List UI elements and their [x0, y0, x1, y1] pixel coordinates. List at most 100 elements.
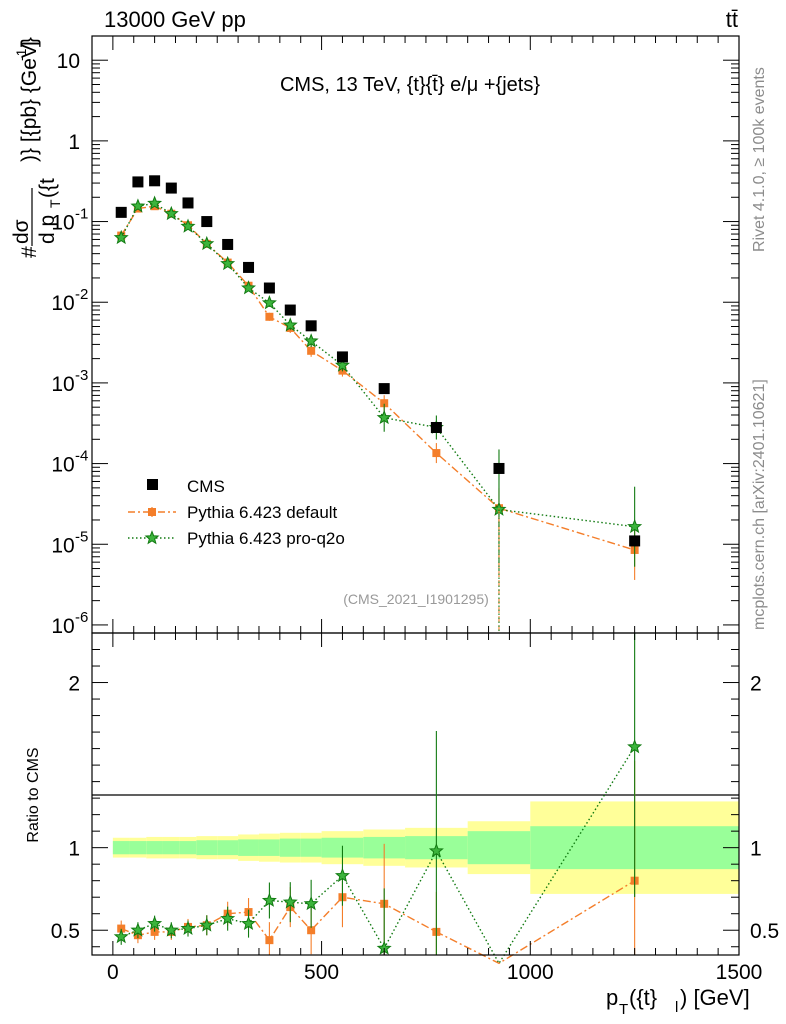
legend-marker-cms [147, 479, 158, 490]
point-proq2o [113, 229, 129, 245]
ratio-band-inner [112, 841, 130, 855]
y-tick-label-main-exp: -4 [75, 448, 88, 465]
ratio-point-proq2o [199, 917, 215, 932]
x-tick-label: 500 [304, 961, 339, 984]
y-label-tail: )} [{pb} {GeV} [18, 37, 41, 162]
y-axis-label-main: # dσ d p T ({t )} [{pb} {GeV} -1 ] [10, 37, 63, 258]
point-cms [284, 304, 296, 316]
ratio-point-proq2o [113, 928, 129, 944]
ratio-point-proq2o [163, 922, 179, 937]
point-cms [182, 197, 194, 209]
ratio-band-inner [179, 841, 197, 855]
point-cms [149, 175, 161, 187]
y-tick-label-ratio-right: 0.5 [750, 920, 779, 943]
y-tick-label-main: 1 [68, 131, 80, 154]
x-label-mid: ({t} [629, 985, 657, 1010]
ratio-axis-ticks: 0 500 1000 1500 0.5 0.5 1 1 2 2 [51, 632, 779, 984]
ratio-band-inner [217, 840, 239, 856]
point-proq2o [147, 195, 163, 210]
point-cms [493, 462, 505, 474]
y-tick-label-main-exp: -2 [75, 286, 88, 303]
y-label-exp: -1 [13, 48, 29, 61]
mcplots-label: mcplots.cern.ch [arXiv:2401.10621] [751, 379, 768, 630]
ratio-line-default [120, 880, 635, 965]
ratio-plot-panel: 0 500 1000 1500 0.5 0.5 1 1 2 2 [51, 632, 779, 984]
point-cms [305, 320, 317, 332]
legend-marker-proq2o [144, 530, 160, 545]
y-label-den-tail: ({t [36, 178, 59, 198]
legend: CMS Pythia 6.423 default Pythia 6.423 pr… [128, 477, 345, 548]
point-cms [132, 176, 144, 188]
ratio-band-inner [258, 839, 280, 856]
ratio-band-inner [300, 838, 322, 857]
y-tick-label-main-base: 10 [51, 373, 74, 396]
ratio-band-inner [196, 840, 218, 856]
point-cms [222, 238, 234, 250]
ratio-point-proq2o [147, 915, 163, 930]
chart-title: CMS, 13 TeV, {t}{t̄} e/μ +{jets} [280, 74, 540, 96]
y-axis-label-ratio: Ratio to CMS [25, 747, 42, 842]
ratio-point-proq2o [282, 894, 298, 909]
series-line-default [120, 205, 635, 551]
point-cms [629, 535, 641, 547]
ratio-point-proq2o [428, 843, 444, 858]
ratio-point-proq2o [130, 922, 146, 937]
ratio-band-inner [129, 841, 147, 855]
point-proq2o [334, 357, 350, 372]
y-tick-label-ratio-right: 1 [750, 838, 762, 861]
point-proq2o [130, 198, 146, 213]
ratio-point-proq2o [241, 915, 257, 930]
ratio-point-default [150, 927, 159, 936]
ratio-point-proq2o [334, 867, 350, 883]
y-tick-label-ratio: 0.5 [51, 920, 80, 943]
x-tick-label: 1500 [716, 961, 763, 984]
legend-label-proq2o: Pythia 6.423 pro-q2o [187, 529, 345, 548]
x-label-p: p [606, 985, 618, 1010]
ratio-point-default [117, 924, 126, 933]
point-default [307, 346, 316, 355]
y-label-num: dσ [10, 219, 33, 244]
x-axis-label: p T ({t} l ) [GeV] [606, 985, 750, 1018]
ratio-point-proq2o [180, 920, 196, 935]
ratio-band-inner [279, 838, 301, 857]
y-tick-label-main-base: 10 [51, 454, 74, 477]
point-default [432, 449, 441, 458]
point-proq2o [282, 317, 298, 332]
point-proq2o [180, 218, 196, 233]
legend-label-default: Pythia 6.423 default [187, 503, 338, 522]
ratio-band-inner [238, 839, 259, 856]
ratio-band-inner [162, 841, 180, 855]
ratio-plot-frame [91, 632, 740, 956]
y-label-den: d p [36, 215, 59, 244]
ratio-point-proq2o [303, 895, 319, 911]
y-tick-label-main-exp: -5 [75, 528, 88, 545]
ratio-point-default [307, 926, 316, 935]
main-data-marks [113, 175, 643, 633]
ratio-point-default [265, 936, 274, 945]
ratio-uncertainty-bands [112, 801, 739, 894]
y-tick-label-main-base: 10 [51, 212, 74, 235]
header-right: tt̄ [726, 7, 738, 32]
ratio-band-inner [467, 831, 531, 865]
x-tick-label: 0 [107, 961, 119, 984]
point-default [265, 312, 274, 321]
ratio-line-proq2o [120, 746, 636, 965]
ratio-point-proq2o [261, 892, 277, 907]
y-label-den-sub: T [47, 199, 63, 208]
point-cms [115, 206, 127, 218]
point-proq2o [261, 295, 277, 310]
x-label-sub2: l [675, 999, 678, 1016]
point-cms [201, 216, 213, 228]
ratio-point-proq2o [627, 739, 643, 754]
point-cms [336, 351, 348, 363]
y-tick-label-main-base: 10 [51, 615, 74, 638]
x-label-sub: T [619, 1001, 628, 1018]
point-cms [430, 422, 442, 434]
y-tick-label-main-base: 10 [51, 292, 74, 315]
y-tick-label-main-exp: -1 [75, 206, 88, 223]
y-label-hash: # [18, 246, 41, 258]
point-cms [243, 261, 255, 273]
y-tick-label-ratio-right: 2 [750, 673, 762, 696]
